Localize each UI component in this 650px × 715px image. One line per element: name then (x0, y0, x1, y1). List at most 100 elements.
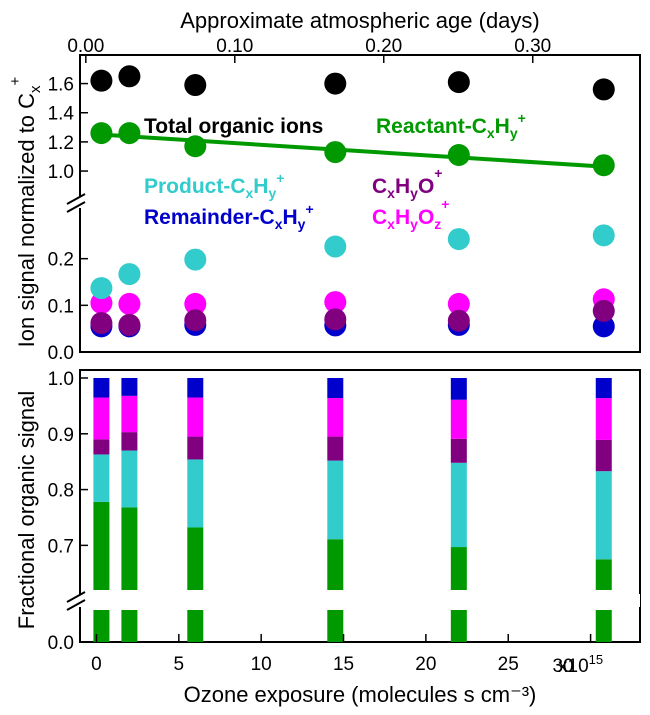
point-cxhyo- (90, 312, 113, 335)
bar-cxhyoz- (121, 395, 138, 433)
legend-text: H (395, 206, 410, 229)
bar-reactant-cxhy- (121, 507, 138, 590)
point-cxhyo- (118, 313, 141, 336)
bar-reactant-cxhy- (187, 527, 204, 590)
bar-remainder-cxhy- (121, 378, 138, 396)
point-product-cxhy- (447, 228, 470, 251)
point-product-cxhy- (324, 235, 347, 258)
legend-entry: Reactant-CxHy+ (376, 110, 526, 141)
legend-entry: Remainder-CxHy+ (144, 201, 314, 232)
point-product-cxhy- (184, 248, 207, 271)
bar-reactant-cxhy- (93, 501, 110, 590)
bottom-panel-stacked-bars: 0.7 0.8 0.9 1.0 0.0 0 5 10 15 20 25 30 (48, 369, 641, 677)
bar-cxhyoz- (595, 398, 612, 440)
legend-text: H (395, 175, 410, 198)
bar-remainder-cxhy- (450, 378, 467, 400)
legend-entry: Product-CxHy+ (144, 170, 284, 201)
bar-cxhyo- (595, 439, 612, 472)
top-x-axis-title: Approximate atmospheric age (days) (180, 8, 540, 33)
legend-text: Remainder-C (144, 206, 275, 229)
point-total-organic-ions (592, 78, 615, 101)
bar-remainder-cxhy- (595, 378, 612, 399)
legend-text: + (276, 170, 284, 186)
top-x2-tick-label: 0.00 (67, 36, 104, 57)
bottom-y-tick-label: 0.8 (48, 481, 74, 502)
bottom-x-tick-label: 20 (415, 654, 436, 675)
top-panel-scatter: 1.0 1.2 1.4 1.6 0.0 0.1 0.2 0.00 0.10 0.20 0.30 Tot… (48, 36, 641, 364)
point-product-cxhy- (118, 263, 141, 286)
top-y-tick-label: 1.0 (48, 162, 74, 183)
bottom-y-tick-label: 0.7 (48, 536, 74, 557)
legend-text: x (275, 216, 283, 232)
legend-text: Reactant-C (376, 115, 487, 138)
bar-product-cxhy- (327, 460, 344, 540)
top-y-tick-label: 1.4 (48, 104, 75, 125)
bar-reactant-cxhy- (187, 610, 204, 642)
top-y-tick-label: 0.1 (48, 296, 74, 317)
bar-cxhyo- (93, 439, 110, 455)
reactant-fit-line (101, 132, 604, 169)
bar-reactant-cxhy- (595, 559, 612, 590)
bottom-x-tick-label: 15 (333, 654, 354, 675)
bar-remainder-cxhy- (187, 378, 204, 398)
legend-text: x (246, 185, 254, 201)
bottom-y-break-mark (66, 591, 86, 603)
legend-text: Product-C (144, 175, 246, 198)
bottom-x-axis-title-text: Ozone exposure (molecules s cm⁻³) (184, 682, 537, 707)
top-x2-tick-label: 0.20 (365, 36, 402, 57)
legend-entry: CxHyOz+ (372, 196, 449, 232)
legend-text: H (495, 115, 510, 138)
x-multiplier-label: x1015 (558, 652, 603, 677)
legend-text: x (387, 185, 395, 201)
bottom-x-tick-label: 10 (251, 654, 272, 675)
point-total-organic-ions (324, 72, 347, 95)
top-x2-tick-label: 0.30 (514, 36, 551, 57)
legend-text: + (441, 196, 449, 212)
legend-text: O (418, 175, 434, 198)
legend-entry: Total organic ions (144, 115, 323, 138)
top-plot-frame (79, 54, 641, 353)
point-cxhyoz- (184, 292, 207, 315)
bottom-x-tick-label: 30 (552, 656, 573, 677)
legend-text: y (410, 185, 418, 201)
legend-text: y (268, 185, 276, 201)
bar-cxhyoz- (450, 399, 467, 439)
bottom-y-tick-label: 0.0 (48, 633, 74, 654)
bar-cxhyo- (327, 436, 344, 461)
bottom-y-tick-label: 0.9 (48, 425, 74, 446)
bottom-y-break-gap (66, 592, 640, 608)
top-y-tick-label: 0.0 (48, 343, 74, 364)
bottom-x-tick-label: 0 (91, 654, 102, 675)
legend-entry: CxHyO+ (372, 165, 442, 201)
point-total-organic-ions (90, 69, 113, 92)
bar-reactant-cxhy- (327, 610, 344, 642)
point-cxhyoz- (118, 292, 141, 315)
bar-cxhyo- (121, 432, 138, 451)
point-product-cxhy- (90, 277, 113, 300)
legend-text: + (305, 201, 313, 217)
point-reactant-cxhy- (447, 144, 470, 167)
bar-product-cxhy- (595, 471, 612, 560)
bar-product-cxhy- (93, 454, 110, 502)
legend-text: x (387, 216, 395, 232)
bar-cxhyo- (187, 436, 204, 460)
bottom-x-tick-label: 25 (498, 654, 519, 675)
legend-text: H (253, 175, 268, 198)
bar-cxhyoz- (187, 397, 204, 437)
bottom-y-break-mark (66, 599, 86, 611)
bar-remainder-cxhy- (93, 378, 110, 398)
top-y-axis-title: Ion signal normalized to Cx+ (7, 76, 44, 347)
bar-reactant-cxhy- (327, 539, 344, 590)
bar-cxhyo- (450, 438, 467, 463)
top-y-break-mark (66, 201, 86, 213)
bar-reactant-cxhy- (595, 610, 612, 642)
bar-product-cxhy- (450, 462, 467, 548)
top-x2-tick-label: 0.10 (216, 36, 253, 57)
top-y-break-mark (66, 193, 86, 205)
point-cxhyoz- (447, 292, 470, 315)
bar-reactant-cxhy- (450, 610, 467, 642)
bar-reactant-cxhy- (121, 610, 138, 642)
point-reactant-cxhy- (90, 122, 113, 145)
legend-text: y (410, 216, 418, 232)
point-total-organic-ions (447, 71, 470, 94)
